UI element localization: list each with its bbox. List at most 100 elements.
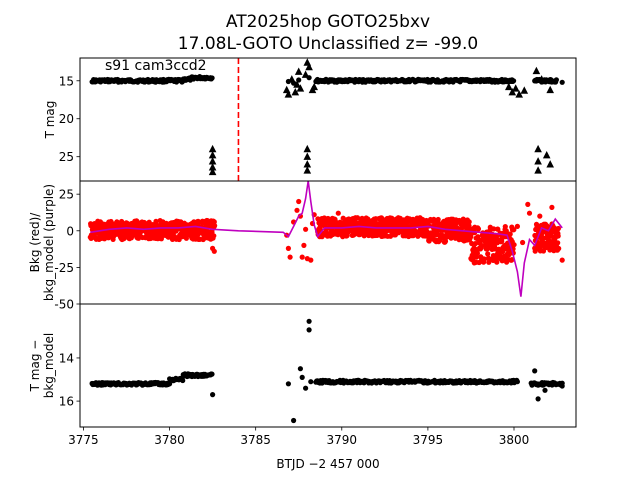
upper-limit-marker — [511, 84, 520, 92]
chart-title-line1: AT2025hop GOTO25bxv — [226, 12, 430, 32]
upper-limit-marker — [534, 144, 542, 153]
data-point — [210, 392, 216, 398]
data-point — [306, 318, 312, 324]
upper-limit-marker — [305, 62, 313, 71]
y-axis-label: Bkg (red)/bkg_model (purple) — [28, 184, 56, 301]
bkg-model-line — [90, 181, 563, 297]
data-point — [180, 377, 186, 384]
upper-limit-marker — [303, 166, 312, 174]
data-point — [209, 75, 215, 81]
upper-limit-marker — [291, 88, 300, 96]
data-point — [559, 383, 565, 389]
axes-frame — [79, 57, 577, 182]
y-axis-label-line: bkg_model — [42, 333, 56, 399]
axes-tmag: 15 20 25T mag — [43, 57, 577, 182]
y-tick-label: 25 — [59, 188, 74, 202]
bkg-point — [491, 226, 497, 232]
bkg-point — [475, 226, 481, 232]
upper-limit-marker — [294, 67, 303, 75]
upper-limit-marker — [301, 70, 310, 78]
data-layer-background — [87, 181, 565, 297]
data-point — [306, 327, 312, 333]
y-tick-label: 0 — [66, 224, 74, 238]
bkg-point — [119, 218, 125, 225]
upper-limit-marker — [303, 144, 312, 153]
bkg-point — [559, 257, 565, 263]
upper-limit-marker — [515, 90, 523, 98]
chart-title-line2: 17.08L-GOTO Unclassified z= -99.0 — [178, 34, 478, 54]
bkg-point — [211, 248, 217, 254]
upper-limit-marker — [505, 82, 513, 91]
upper-limit-marker — [208, 157, 217, 165]
data-point — [553, 77, 560, 83]
data-point — [514, 379, 521, 385]
bkg-point — [540, 248, 547, 254]
y-tick-label: 20 — [59, 112, 74, 126]
data-point — [303, 385, 309, 391]
upper-limit-marker — [532, 66, 541, 75]
upper-limit-marker — [546, 85, 554, 94]
bkg-point — [511, 242, 517, 248]
data-point — [209, 371, 215, 377]
upper-limit-marker — [208, 151, 217, 159]
bkg-point — [287, 254, 293, 260]
x-tick-label: 3775 — [68, 433, 99, 447]
panel-annotation: s91 cam3ccd2 — [105, 58, 207, 74]
bkg-point — [526, 210, 533, 216]
y-tick-label: 16 — [59, 395, 74, 409]
bkg-point — [301, 242, 307, 248]
bkg-point — [555, 233, 561, 239]
y-axis-label: T mag — [43, 101, 57, 140]
upper-limit-marker — [520, 86, 529, 94]
bkg-point — [389, 215, 395, 221]
bkg-point — [556, 245, 562, 252]
bkg-point — [502, 224, 508, 230]
bkg-point — [296, 198, 302, 205]
upper-limit-marker — [508, 88, 517, 96]
bkg-point — [495, 226, 501, 232]
bkg-point — [537, 213, 543, 219]
data-point — [535, 396, 541, 402]
panel-tmag: 15 20 25T mag — [43, 57, 577, 182]
bkg-point — [211, 233, 217, 239]
data-point — [559, 79, 565, 85]
bkg-point — [212, 223, 218, 229]
y-axis-label-line: bkg_model (purple) — [42, 184, 56, 301]
x-tick-label: 3790 — [327, 433, 358, 447]
data-point — [308, 379, 314, 385]
bkg-point — [493, 234, 500, 240]
data-point — [299, 374, 305, 380]
y-axis-label: T mag −bkg_model — [28, 333, 56, 399]
x-tick-label: 3785 — [240, 433, 271, 447]
data-point — [532, 368, 538, 374]
bkg-point — [520, 239, 526, 246]
y-tick-label: 15 — [59, 74, 74, 88]
data-point — [297, 366, 303, 372]
x-axis-label: BTJD −2 457 000 — [276, 457, 379, 471]
y-axis-label-line: T mag − — [28, 340, 42, 393]
bkg-point — [335, 210, 341, 216]
upper-limit-marker — [208, 144, 217, 153]
y-axis-label-line: T mag — [43, 101, 57, 140]
bkg-point — [466, 219, 472, 225]
data-point — [510, 78, 517, 84]
bkg-point — [303, 226, 309, 232]
y-tick-label: 25 — [59, 150, 74, 164]
bkg-point — [494, 259, 500, 265]
bkg-point — [285, 245, 291, 251]
bkg-point — [299, 254, 305, 260]
x-tick-label: 3800 — [499, 433, 530, 447]
bkg-point — [211, 219, 217, 225]
bkg-point — [552, 239, 558, 246]
bkg-point — [555, 225, 562, 232]
bkg-point — [485, 251, 491, 257]
upper-limit-marker — [296, 84, 305, 92]
upper-limit-marker — [208, 167, 217, 176]
axes-frame — [79, 303, 577, 428]
bkg-point — [514, 223, 521, 229]
